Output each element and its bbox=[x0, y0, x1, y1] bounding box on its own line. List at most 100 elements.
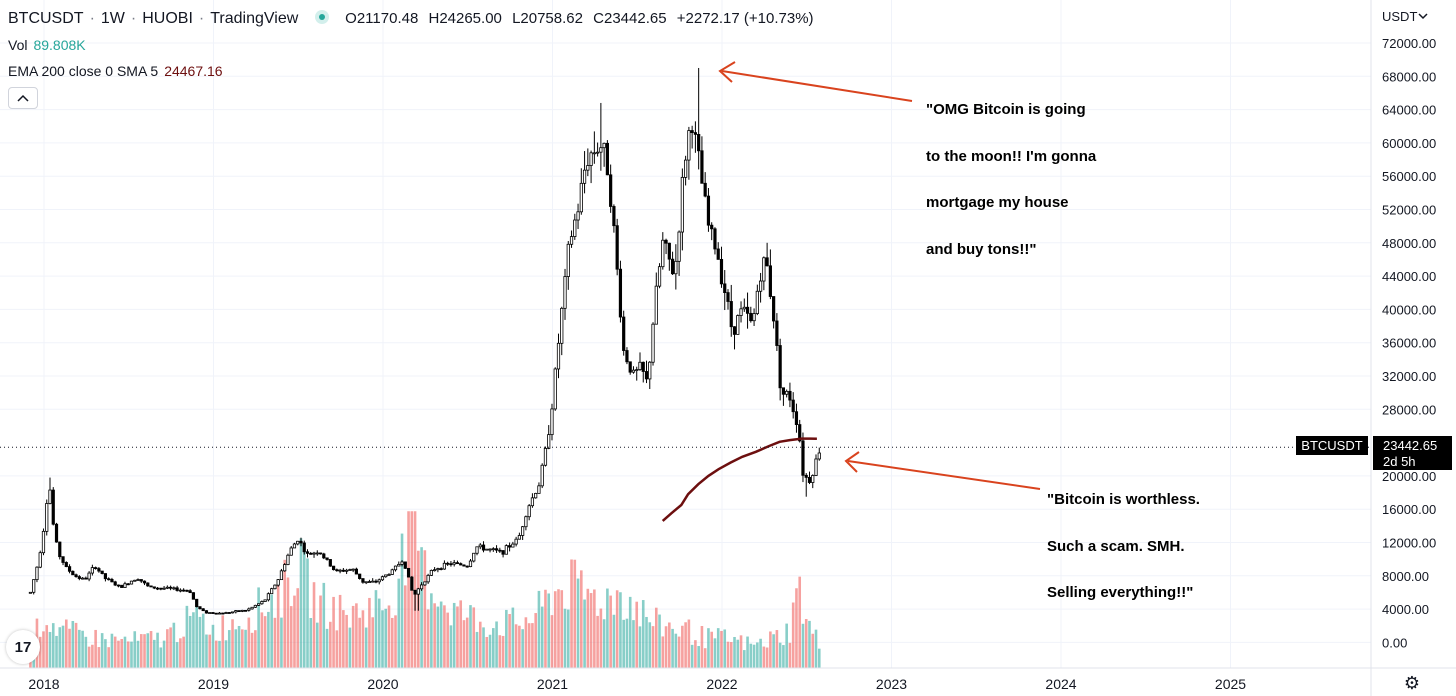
volume-bar bbox=[280, 617, 283, 668]
x-tick-label: 2022 bbox=[706, 676, 737, 692]
candle-body bbox=[237, 610, 241, 612]
legend-separator: · bbox=[89, 10, 95, 27]
volume-bar bbox=[113, 636, 117, 668]
volume-bar bbox=[817, 648, 821, 668]
candle-body bbox=[377, 579, 381, 583]
candle-body bbox=[413, 589, 417, 595]
volume-bars bbox=[29, 511, 821, 668]
candle-body bbox=[423, 581, 427, 586]
candle-body bbox=[514, 538, 518, 545]
x-tick-label: 2021 bbox=[537, 676, 568, 692]
candle-body bbox=[537, 485, 541, 494]
volume-bar bbox=[100, 633, 104, 668]
ema-legend[interactable]: EMA 200 close 0 SMA 5 24467.16 bbox=[8, 63, 229, 79]
candle-body bbox=[609, 174, 613, 207]
volume-bar bbox=[566, 609, 570, 668]
volume-bar bbox=[439, 601, 443, 668]
logo-text: 17 bbox=[14, 638, 32, 656]
volume-bar bbox=[524, 617, 528, 668]
volume-bar bbox=[227, 630, 231, 668]
volume-bar bbox=[684, 622, 687, 668]
symbol-legend[interactable]: BTCUSDT · 1W · HUOBI · TradingView O21170.48 H… bbox=[8, 10, 826, 28]
market-status-icon bbox=[314, 10, 329, 24]
candle-body bbox=[309, 552, 313, 555]
volume-legend[interactable]: Vol 89.808K bbox=[8, 37, 92, 53]
candle-body bbox=[416, 588, 420, 595]
candle-body bbox=[582, 169, 587, 184]
candle-body bbox=[221, 612, 225, 615]
volume-bar bbox=[804, 619, 808, 668]
candle-body bbox=[35, 566, 39, 581]
volume-bar bbox=[237, 625, 241, 668]
volume-bar bbox=[628, 596, 632, 668]
volume-bar bbox=[446, 612, 449, 668]
tradingview-logo[interactable]: 17 bbox=[6, 630, 40, 664]
candle-body bbox=[292, 543, 297, 549]
volume-bar bbox=[384, 608, 388, 668]
candle-body bbox=[785, 390, 789, 395]
volume-bar bbox=[192, 612, 195, 668]
volume-bar bbox=[286, 577, 290, 668]
volume-bar bbox=[78, 629, 81, 668]
candle-body bbox=[240, 609, 244, 612]
collapse-legend-button[interactable] bbox=[8, 87, 38, 109]
volume-bar bbox=[811, 633, 815, 668]
volume-bar bbox=[462, 620, 466, 668]
candle-body bbox=[442, 562, 447, 570]
volume-bar bbox=[263, 616, 267, 668]
volume-bar bbox=[664, 626, 668, 668]
volume-bar bbox=[51, 623, 55, 668]
candle-body bbox=[729, 301, 733, 328]
volume-bar bbox=[179, 638, 182, 668]
candle-body bbox=[77, 576, 81, 579]
volume-bar bbox=[87, 646, 91, 668]
candle-body bbox=[732, 326, 737, 335]
y-tick-label: 60000.00 bbox=[1382, 136, 1436, 151]
candle-body bbox=[80, 577, 85, 580]
candle-body bbox=[752, 313, 756, 322]
time-axis[interactable]: 2018 2019 2020 2021 2022 2023 2024 2025 bbox=[28, 676, 1246, 692]
volume-bar bbox=[713, 638, 717, 668]
volume-bar bbox=[733, 636, 736, 668]
volume-bar bbox=[785, 623, 788, 668]
volume-bar bbox=[501, 635, 505, 668]
volume-bar bbox=[153, 639, 156, 668]
candle-body bbox=[775, 320, 779, 346]
volume-bar bbox=[387, 605, 391, 668]
volume-bar bbox=[814, 629, 818, 668]
candle-body bbox=[560, 307, 564, 344]
volume-bar bbox=[452, 602, 456, 668]
volume-bar bbox=[403, 585, 407, 668]
candle-body bbox=[749, 312, 753, 322]
volume-bar bbox=[762, 646, 766, 668]
currency-selector[interactable]: USDT bbox=[1382, 9, 1428, 24]
candle-body bbox=[397, 563, 401, 567]
volume-bar bbox=[622, 619, 625, 668]
chart-settings-button[interactable]: ⚙ bbox=[1402, 673, 1422, 693]
candle-body bbox=[485, 548, 489, 551]
y-tick-label: 12000.00 bbox=[1382, 536, 1436, 551]
candle-body bbox=[622, 316, 626, 351]
platform: TradingView bbox=[210, 10, 299, 27]
price-axis[interactable]: 72000.00 68000.00 64000.00 60000.00 56000.00… bbox=[1382, 36, 1436, 650]
candle-body bbox=[455, 562, 460, 565]
volume-bar bbox=[609, 595, 612, 668]
candle-body bbox=[28, 591, 33, 594]
volume-bar bbox=[413, 511, 417, 668]
volume-bar bbox=[420, 547, 423, 668]
volume-bar bbox=[443, 605, 446, 668]
volume-bar bbox=[231, 619, 234, 668]
volume-bar bbox=[668, 622, 671, 668]
candle-body bbox=[100, 570, 104, 574]
volume-bar bbox=[423, 550, 427, 668]
candle-body bbox=[32, 579, 36, 593]
candle-body bbox=[739, 308, 743, 316]
volume-bar bbox=[641, 600, 645, 668]
candle-body bbox=[351, 568, 355, 571]
volume-bar bbox=[739, 635, 743, 668]
annotation-bottom: "Bitcoin is worthless. Such a scam. SMH.… bbox=[1047, 461, 1200, 632]
candle-body bbox=[182, 589, 186, 592]
candle-body bbox=[478, 544, 482, 548]
